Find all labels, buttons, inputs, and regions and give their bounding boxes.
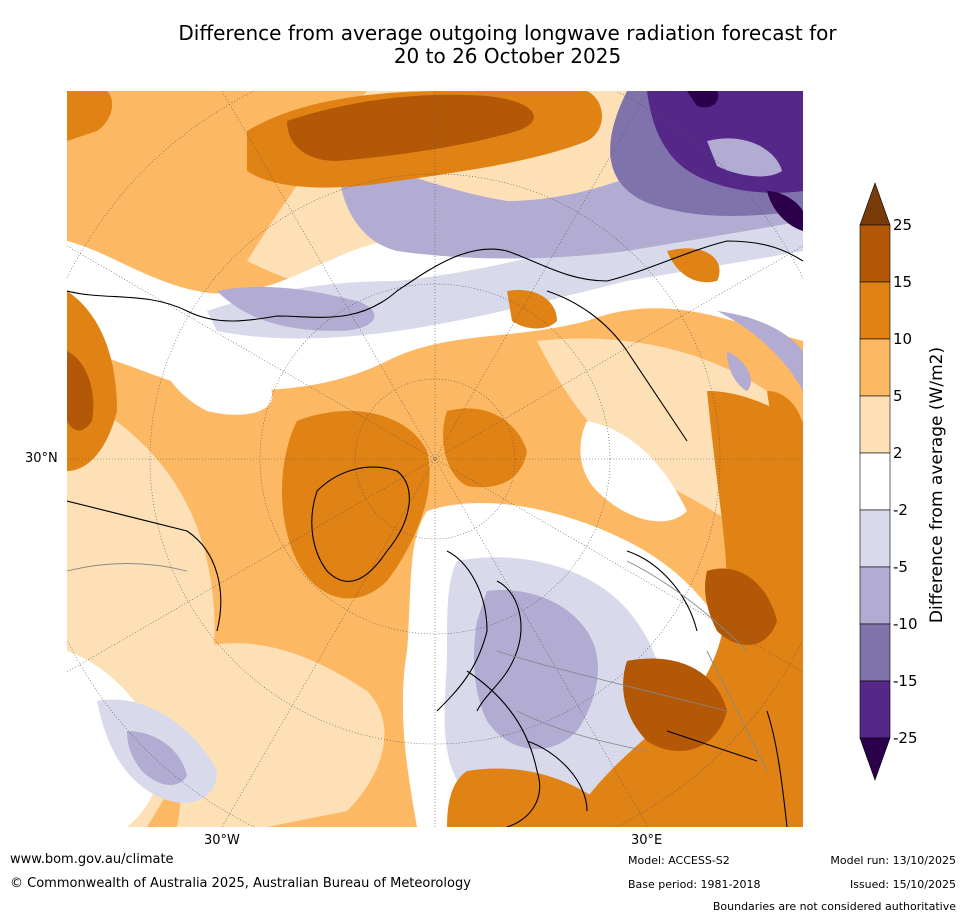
colorbar-box-0 — [859, 224, 891, 283]
footer-disclaimer: Boundaries are not considered authoritat… — [712, 900, 956, 913]
colorbar-tick-6: -5 — [893, 558, 908, 576]
colorbar-tick-8: -15 — [893, 672, 918, 690]
colorbar-tick-4: 2 — [893, 444, 903, 462]
colorbar-tick-7: -10 — [893, 615, 918, 633]
olr-anomaly-map — [67, 91, 803, 827]
lon-label-30e: 30°E — [631, 833, 663, 848]
footer-url: www.bom.gov.au/climate — [10, 852, 174, 867]
colorbar-box-7 — [859, 623, 891, 682]
lon-label-30w: 30°W — [204, 833, 240, 848]
footer-model: Model: ACCESS-S2 — [628, 854, 730, 867]
colorbar-box-2 — [859, 338, 891, 397]
colorbar-tick-2: 10 — [893, 330, 912, 348]
colorbar-box-4 — [859, 452, 891, 511]
lat-label-30n: 30°N — [25, 451, 58, 466]
footer-model-run: Model run: 13/10/2025 — [830, 854, 956, 867]
colorbar: 25 15 10 5 2 -2 -5 -10 -15 -25 — [859, 182, 918, 781]
colorbar-extend-top — [859, 182, 891, 226]
title-line-2: 20 to 26 October 2025 — [393, 44, 622, 68]
colorbar-box-5 — [859, 509, 891, 568]
colorbar-extend-bottom — [859, 737, 891, 781]
colorbar-label: Difference from average (W/m2) — [927, 346, 947, 624]
colorbar-box-3 — [859, 395, 891, 454]
colorbar-box-6 — [859, 566, 891, 625]
colorbar-box-8 — [859, 680, 891, 739]
colorbar-tick-0: 25 — [893, 216, 912, 234]
footer-issued: Issued: 15/10/2025 — [849, 878, 956, 891]
colorbar-tick-3: 5 — [893, 387, 903, 405]
colorbar-box-1 — [859, 281, 891, 340]
colorbar-tick-1: 15 — [893, 273, 912, 291]
colorbar-tick-5: -2 — [893, 501, 908, 519]
footer-copyright: © Commonwealth of Australia 2025, Austra… — [10, 876, 471, 891]
footer-base-period: Base period: 1981-2018 — [628, 878, 761, 891]
map-title: Difference from average outgoing longwav… — [0, 22, 965, 68]
colorbar-tick-9: -25 — [893, 729, 918, 747]
title-line-1: Difference from average outgoing longwav… — [178, 21, 837, 45]
